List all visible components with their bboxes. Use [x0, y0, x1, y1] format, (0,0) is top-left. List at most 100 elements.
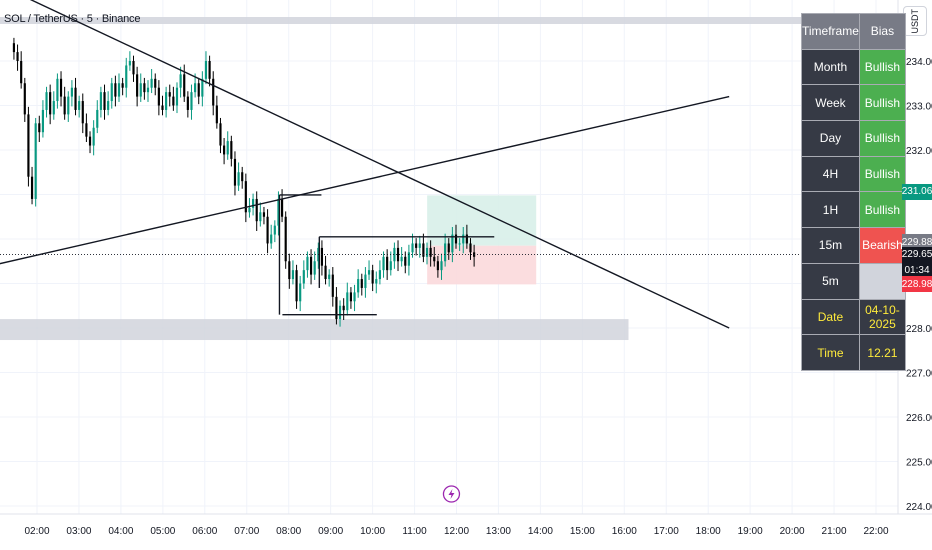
candle-body [165, 92, 168, 110]
x-tick-label: 12:00 [444, 526, 469, 537]
candle-body [150, 78, 153, 88]
time-label: Time [801, 334, 860, 371]
candle-body [342, 305, 345, 311]
candle-body [201, 78, 204, 97]
symbol-title: SOL / TetherUS · 5 · Binance [4, 13, 141, 25]
price-tag: 229.88 [902, 234, 932, 251]
candle-body [389, 261, 392, 271]
candle-body [186, 96, 189, 110]
tf-cell: Day [801, 120, 860, 157]
candle-body [110, 83, 113, 102]
bias-row-week: Week Bullish [801, 84, 906, 122]
x-tick-label: 03:00 [66, 526, 91, 537]
candle-body [357, 279, 360, 293]
candle-body [425, 247, 429, 257]
candle-body [175, 87, 179, 106]
currency-button[interactable]: USDT [903, 6, 927, 36]
candle-body [277, 198, 280, 226]
candle-body [335, 296, 338, 320]
x-tick-label: 14:00 [528, 526, 553, 537]
candle-body [458, 243, 461, 245]
candle-body [251, 198, 255, 208]
candle-body [270, 234, 273, 244]
candle-body [407, 252, 410, 266]
candle-body [241, 172, 244, 182]
candle-body [320, 247, 324, 266]
candle-body [92, 127, 95, 146]
candle-body [146, 87, 150, 93]
candle-body [38, 123, 41, 133]
candle-body [132, 61, 135, 75]
x-tick-label: 07:00 [234, 526, 259, 537]
candle-body [103, 92, 106, 110]
y-tick-label: 226.00 [906, 413, 932, 424]
x-tick-label: 09:00 [318, 526, 343, 537]
candle-body [244, 181, 247, 213]
candle-body [23, 83, 26, 115]
candle-body [444, 243, 447, 262]
y-tick-label: 232.00 [906, 146, 932, 157]
date-label: Date [801, 298, 860, 336]
date-row: Date 04-10-2025 [801, 298, 906, 336]
bias-cell [858, 262, 906, 300]
candle-body [63, 96, 66, 115]
tf-cell: 1H [801, 191, 860, 229]
candle-body [255, 198, 258, 222]
demand-zone [0, 319, 629, 341]
bias-row-1h: 1H Bullish [801, 191, 906, 229]
candle-body [400, 256, 403, 262]
candle-body [360, 279, 363, 288]
candle-body [161, 105, 164, 110]
tf-cell: Week [801, 84, 860, 122]
candle-body [418, 243, 421, 248]
candle-body [349, 292, 353, 302]
y-tick-label: 224.00 [906, 502, 932, 513]
x-tick-label: 06:00 [192, 526, 217, 537]
candle-body [295, 270, 298, 302]
x-tick-label: 04:00 [108, 526, 133, 537]
time-row: Time 12.21 [801, 334, 906, 371]
candle-body [212, 78, 215, 106]
candle-body [396, 247, 400, 262]
x-tick-label: 18:00 [696, 526, 721, 537]
target-zone [427, 195, 537, 246]
candle-body [59, 78, 63, 97]
candle-body [440, 261, 443, 271]
y-tick-label: 225.00 [906, 458, 932, 469]
candle-body [375, 279, 378, 284]
candle-body [371, 270, 374, 284]
candle-body [404, 256, 407, 266]
candle-body [280, 198, 284, 217]
candle-body [367, 270, 371, 275]
candle-body [324, 265, 327, 280]
candle-body [16, 52, 19, 61]
x-tick-label: 08:00 [276, 526, 301, 537]
bias-table-header: Timeframe Bias [801, 13, 906, 50]
candle-body [136, 74, 139, 97]
price-tag: 231.06 [902, 183, 932, 200]
candle-body [41, 109, 45, 133]
candle-body [338, 305, 342, 320]
candle-body [85, 123, 88, 137]
candle-body [143, 83, 146, 93]
candle-body [27, 114, 30, 177]
candle-body [107, 101, 110, 110]
candle-body [462, 234, 465, 244]
candle-body [74, 87, 77, 110]
header-timeframe: Timeframe [801, 13, 860, 50]
tf-cell: 15m [801, 227, 860, 264]
candle-body [302, 270, 305, 284]
candle-body [49, 92, 52, 115]
candle-body [436, 261, 439, 271]
candle-body [179, 74, 182, 88]
candle-body [309, 256, 313, 275]
x-tick-label: 19:00 [738, 526, 763, 537]
candle-body [422, 243, 425, 257]
candle-body [34, 123, 37, 199]
y-tick-label: 233.00 [906, 102, 932, 113]
bias-cell: Bullish [858, 191, 906, 229]
candle-body [226, 141, 229, 155]
candle-body [154, 78, 157, 88]
y-tick-label: 234.00 [906, 57, 932, 68]
